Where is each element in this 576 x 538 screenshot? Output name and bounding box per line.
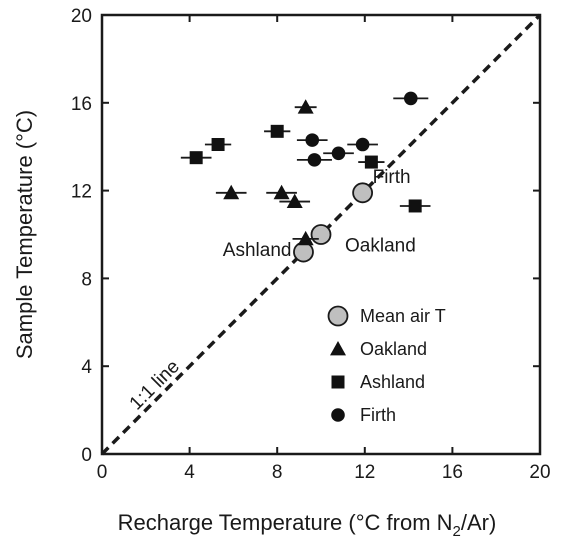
- x-axis-title: Recharge Temperature (°C from N2/Ar): [118, 510, 497, 538]
- oakland-point: [297, 230, 314, 246]
- mean-air-t-point: [310, 224, 332, 245]
- firth-point: [331, 146, 346, 161]
- x-tick-label: 8: [272, 462, 283, 483]
- legend-label-ashland: Ashland: [360, 372, 425, 392]
- marks-layer: [180, 91, 431, 263]
- legend-label-mean-air-t: Mean air T: [360, 306, 446, 326]
- firth-point: [403, 91, 418, 106]
- y-tick-label: 4: [81, 357, 92, 378]
- mean-air-t-point: [352, 182, 374, 204]
- legend-label-oakland: Oakland: [360, 339, 427, 359]
- oakland-point: [273, 184, 290, 200]
- x-tick-label: 12: [354, 462, 375, 483]
- legend-marker-mean-air-t: [327, 305, 349, 327]
- firth-point: [307, 153, 322, 167]
- y-tick-label: 12: [71, 182, 92, 203]
- annotation-layer: Firth Ashland Oakland: [223, 167, 416, 261]
- annotation-oakland: Oakland: [345, 236, 416, 257]
- y-tick-label: 20: [71, 6, 92, 27]
- axes: 0 4 8 12 16 20 0 4 8 12 16 20 Recharge Temperature (…: [12, 6, 551, 538]
- x-axis-title-subscript: 2: [453, 523, 461, 538]
- x-tick-label: 16: [442, 462, 463, 483]
- one-to-one-line: [100, 13, 542, 456]
- plot-frame: [100, 13, 542, 456]
- x-tick-label: 0: [97, 462, 108, 483]
- firth-point: [305, 133, 320, 147]
- legend: Mean air T Oakland Ashland Firth: [327, 305, 446, 425]
- y-axis-title: Sample Temperature (°C): [12, 110, 37, 359]
- x-tick-label: 20: [529, 462, 550, 483]
- ashland-point: [211, 138, 225, 152]
- legend-label-firth: Firth: [360, 405, 396, 425]
- oakland-point: [286, 193, 303, 208]
- plot-area: [100, 13, 542, 456]
- oakland-point: [223, 184, 240, 200]
- legend-marker-oakland: [330, 341, 346, 356]
- ashland-point: [408, 199, 422, 213]
- y-tick-label: 0: [81, 445, 92, 466]
- ashland-point: [270, 124, 284, 138]
- oakland-point: [297, 99, 314, 114]
- legend-marker-firth: [331, 408, 345, 422]
- firth-point: [355, 137, 370, 152]
- annotation-firth: Firth: [373, 167, 411, 188]
- one-to-one-line-label: 1:1 line: [126, 356, 184, 414]
- legend-marker-ashland: [331, 375, 345, 389]
- x-axis-title-main: Recharge Temperature (°C from N: [118, 510, 453, 535]
- ashland-point: [364, 155, 378, 169]
- y-tick-label: 16: [71, 94, 92, 115]
- y-tick-label: 8: [81, 269, 92, 290]
- x-tick-label: 4: [184, 462, 195, 483]
- annotation-ashland: Ashland: [223, 240, 292, 261]
- ashland-point: [189, 151, 203, 165]
- x-axis-title-tail: /Ar): [461, 510, 496, 535]
- mean-air-t-point: [293, 241, 314, 263]
